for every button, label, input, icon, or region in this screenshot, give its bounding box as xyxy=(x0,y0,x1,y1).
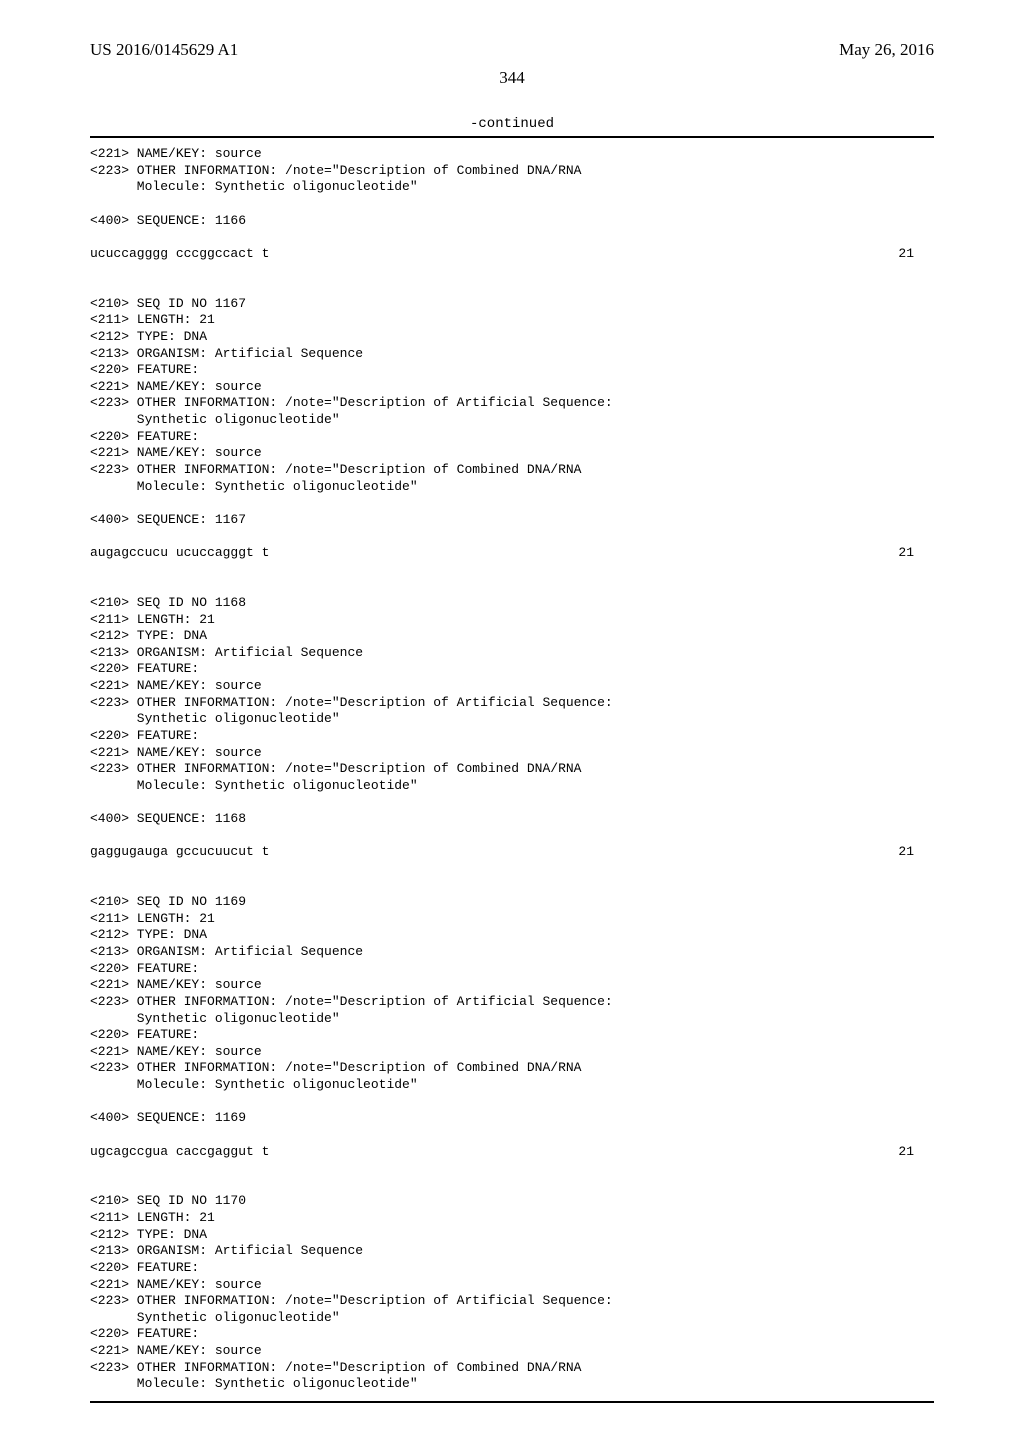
listing-line: Molecule: Synthetic oligonucleotide" xyxy=(90,1077,934,1094)
sequence-text: ucuccagggg cccggccact t xyxy=(90,246,269,263)
sequence-length: 21 xyxy=(898,1144,934,1161)
listing-line xyxy=(90,229,934,246)
listing-line: Molecule: Synthetic oligonucleotide" xyxy=(90,1376,934,1393)
listing-line: Synthetic oligonucleotide" xyxy=(90,1310,934,1327)
sequence-text: ugcagccgua caccgaggut t xyxy=(90,1144,269,1161)
listing-line: <221> NAME/KEY: source xyxy=(90,678,934,695)
listing-line: <220> FEATURE: xyxy=(90,1027,934,1044)
patent-page: US 2016/0145629 A1 May 26, 2016 344 -con… xyxy=(0,0,1024,1443)
listing-line: <213> ORGANISM: Artificial Sequence xyxy=(90,346,934,363)
listing-line: Synthetic oligonucleotide" xyxy=(90,711,934,728)
listing-line: <220> FEATURE: xyxy=(90,728,934,745)
listing-line: <220> FEATURE: xyxy=(90,362,934,379)
listing-line: <210> SEQ ID NO 1169 xyxy=(90,894,934,911)
sequence-row: gaggugauga gccucuucut t 21 xyxy=(90,844,934,861)
listing-line: <211> LENGTH: 21 xyxy=(90,612,934,629)
listing-line: <223> OTHER INFORMATION: /note="Descript… xyxy=(90,462,934,479)
listing-line xyxy=(90,528,934,545)
listing-line xyxy=(90,578,934,595)
listing-line: <223> OTHER INFORMATION: /note="Descript… xyxy=(90,163,934,180)
listing-line xyxy=(90,495,934,512)
listing-line: <223> OTHER INFORMATION: /note="Descript… xyxy=(90,1360,934,1377)
listing-line: Molecule: Synthetic oligonucleotide" xyxy=(90,479,934,496)
listing-line: Synthetic oligonucleotide" xyxy=(90,1011,934,1028)
publication-number: US 2016/0145629 A1 xyxy=(90,40,238,60)
publication-date: May 26, 2016 xyxy=(839,40,934,60)
listing-line: <223> OTHER INFORMATION: /note="Descript… xyxy=(90,695,934,712)
listing-line: <400> SEQUENCE: 1167 xyxy=(90,512,934,529)
listing-line: <210> SEQ ID NO 1168 xyxy=(90,595,934,612)
listing-line xyxy=(90,196,934,213)
listing-line: <213> ORGANISM: Artificial Sequence xyxy=(90,1243,934,1260)
sequence-text: gaggugauga gccucuucut t xyxy=(90,844,269,861)
listing-line: <220> FEATURE: xyxy=(90,961,934,978)
listing-line xyxy=(90,1094,934,1111)
listing-line: <211> LENGTH: 21 xyxy=(90,1210,934,1227)
listing-line xyxy=(90,1127,934,1144)
listing-line xyxy=(90,861,934,878)
listing-line xyxy=(90,828,934,845)
listing-line: <211> LENGTH: 21 xyxy=(90,911,934,928)
listing-line: <213> ORGANISM: Artificial Sequence xyxy=(90,944,934,961)
listing-line: <213> ORGANISM: Artificial Sequence xyxy=(90,645,934,662)
listing-line: <400> SEQUENCE: 1166 xyxy=(90,213,934,230)
page-number: 344 xyxy=(90,68,934,88)
listing-line: <221> NAME/KEY: source xyxy=(90,146,934,163)
sequence-row: ucuccagggg cccggccact t 21 xyxy=(90,246,934,263)
listing-line: <211> LENGTH: 21 xyxy=(90,312,934,329)
listing-line xyxy=(90,1177,934,1194)
listing-line: <223> OTHER INFORMATION: /note="Descript… xyxy=(90,1060,934,1077)
listing-line: <210> SEQ ID NO 1170 xyxy=(90,1193,934,1210)
listing-line: <221> NAME/KEY: source xyxy=(90,1044,934,1061)
listing-line xyxy=(90,1160,934,1177)
listing-line: <221> NAME/KEY: source xyxy=(90,1343,934,1360)
listing-line: <221> NAME/KEY: source xyxy=(90,445,934,462)
sequence-length: 21 xyxy=(898,246,934,263)
listing-line: <223> OTHER INFORMATION: /note="Descript… xyxy=(90,1293,934,1310)
listing-line xyxy=(90,794,934,811)
listing-line: <223> OTHER INFORMATION: /note="Descript… xyxy=(90,761,934,778)
listing-line: Molecule: Synthetic oligonucleotide" xyxy=(90,778,934,795)
listing-line: <212> TYPE: DNA xyxy=(90,927,934,944)
listing-line: Molecule: Synthetic oligonucleotide" xyxy=(90,179,934,196)
sequence-row: ugcagccgua caccgaggut t 21 xyxy=(90,1144,934,1161)
listing-line: Synthetic oligonucleotide" xyxy=(90,412,934,429)
sequence-length: 21 xyxy=(898,844,934,861)
sequence-listing: <221> NAME/KEY: source<223> OTHER INFORM… xyxy=(90,136,934,1403)
page-header: US 2016/0145629 A1 May 26, 2016 xyxy=(90,40,934,60)
sequence-row: augagccucu ucuccagggt t 21 xyxy=(90,545,934,562)
listing-line: <400> SEQUENCE: 1169 xyxy=(90,1110,934,1127)
listing-line: <220> FEATURE: xyxy=(90,1326,934,1343)
listing-line: <400> SEQUENCE: 1168 xyxy=(90,811,934,828)
listing-line: <212> TYPE: DNA xyxy=(90,1227,934,1244)
listing-line: <221> NAME/KEY: source xyxy=(90,745,934,762)
listing-line xyxy=(90,878,934,895)
listing-line xyxy=(90,262,934,279)
listing-line: <221> NAME/KEY: source xyxy=(90,379,934,396)
listing-line: <220> FEATURE: xyxy=(90,1260,934,1277)
listing-line: <223> OTHER INFORMATION: /note="Descript… xyxy=(90,395,934,412)
listing-line: <220> FEATURE: xyxy=(90,661,934,678)
listing-line: <220> FEATURE: xyxy=(90,429,934,446)
sequence-text: augagccucu ucuccagggt t xyxy=(90,545,269,562)
listing-line xyxy=(90,279,934,296)
listing-line: <223> OTHER INFORMATION: /note="Descript… xyxy=(90,994,934,1011)
listing-line: <212> TYPE: DNA xyxy=(90,329,934,346)
listing-line xyxy=(90,562,934,579)
continued-label: -continued xyxy=(90,116,934,132)
listing-line: <210> SEQ ID NO 1167 xyxy=(90,296,934,313)
listing-line: <221> NAME/KEY: source xyxy=(90,1277,934,1294)
listing-line: <212> TYPE: DNA xyxy=(90,628,934,645)
sequence-length: 21 xyxy=(898,545,934,562)
listing-line: <221> NAME/KEY: source xyxy=(90,977,934,994)
